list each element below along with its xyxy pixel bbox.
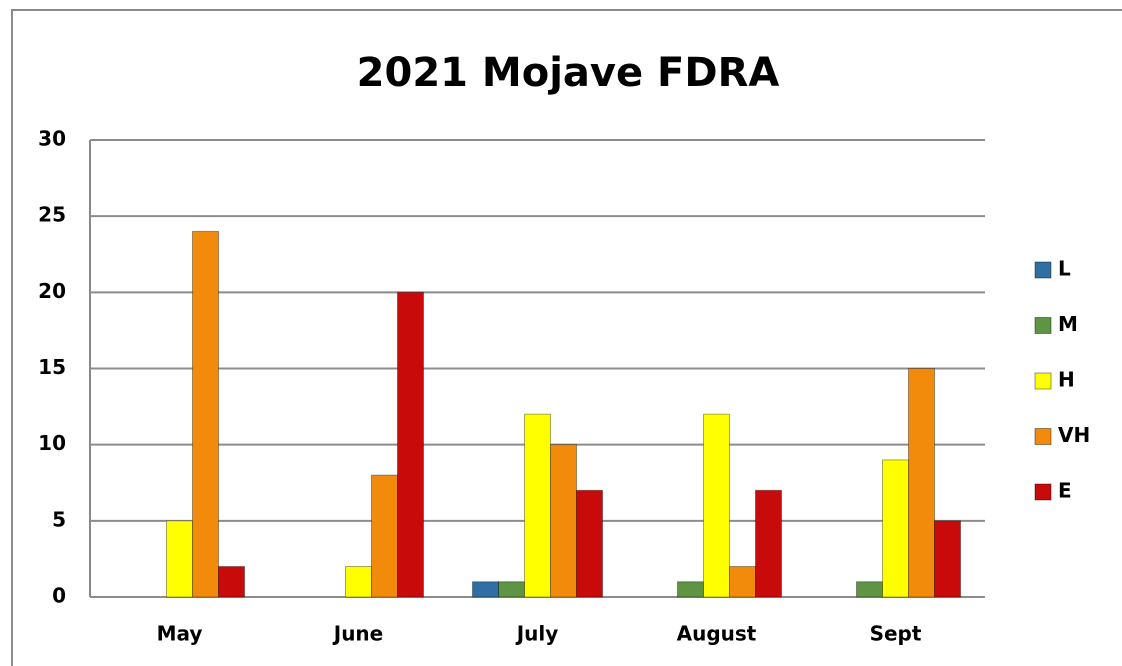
x-tick-label: May bbox=[157, 622, 203, 646]
x-tick-label: Sept bbox=[870, 622, 922, 646]
x-tick-label: July bbox=[515, 622, 559, 646]
bar bbox=[345, 566, 372, 598]
y-tick-label: 20 bbox=[38, 279, 66, 303]
y-tick-label: 15 bbox=[38, 355, 66, 379]
bar bbox=[677, 581, 704, 598]
bar bbox=[703, 413, 730, 598]
bar bbox=[498, 581, 525, 598]
legend-swatch bbox=[1034, 428, 1052, 445]
legend-label: M bbox=[1058, 312, 1078, 336]
y-tick-label: 0 bbox=[52, 584, 66, 608]
bar bbox=[524, 413, 551, 598]
bar bbox=[550, 444, 577, 598]
bar bbox=[856, 581, 883, 598]
bar bbox=[397, 291, 424, 598]
y-tick-label: 25 bbox=[38, 203, 66, 227]
bar bbox=[576, 489, 603, 598]
y-tick-label: 5 bbox=[52, 507, 66, 531]
y-tick-label: 10 bbox=[38, 431, 66, 455]
legend-swatch bbox=[1034, 372, 1052, 390]
bar bbox=[218, 566, 245, 598]
legend-swatch bbox=[1034, 483, 1052, 501]
bar bbox=[755, 489, 782, 598]
legend-swatch bbox=[1034, 317, 1052, 334]
legend-swatch bbox=[1034, 261, 1052, 279]
legend-label: H bbox=[1058, 368, 1075, 392]
bar bbox=[934, 520, 961, 598]
x-tick-label: June bbox=[332, 622, 383, 646]
bar bbox=[729, 566, 756, 598]
bar bbox=[166, 520, 193, 598]
bar bbox=[192, 230, 219, 598]
bar bbox=[472, 581, 499, 598]
bar bbox=[371, 474, 398, 598]
legend-label: L bbox=[1058, 257, 1071, 281]
chart-title: 2021 Mojave FDRA bbox=[357, 50, 780, 96]
legend-label: VH bbox=[1058, 423, 1090, 447]
legend-label: E bbox=[1058, 479, 1072, 503]
y-tick-label: 30 bbox=[38, 127, 66, 151]
x-tick-label: August bbox=[677, 622, 757, 646]
bar bbox=[908, 368, 935, 598]
bar bbox=[882, 459, 909, 598]
